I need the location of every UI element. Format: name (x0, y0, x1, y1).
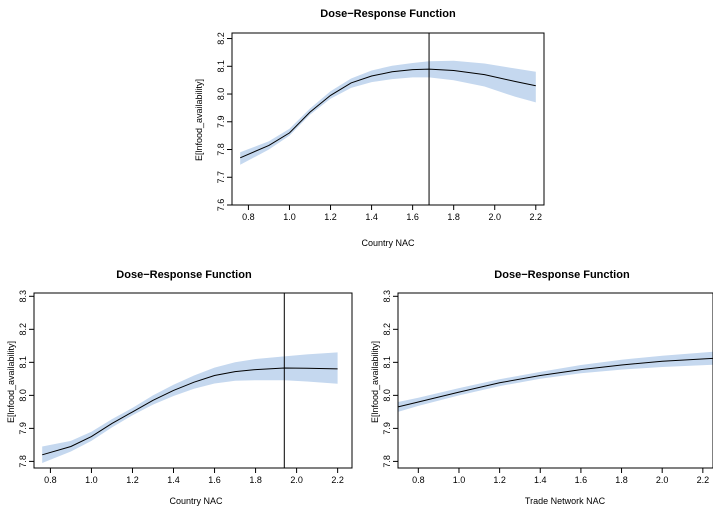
y-tick-label: 8.3 (382, 290, 392, 303)
y-tick-label: 7.9 (382, 422, 392, 435)
x-tick-label: 1.8 (249, 475, 262, 485)
x-axis-label: Country NAC (361, 238, 415, 248)
chart-panel-top: Dose−Response Function Country NAC E[lnf… (194, 8, 545, 248)
x-tick-label: 2.0 (488, 212, 501, 222)
x-tick-label: 2.2 (331, 475, 344, 485)
y-tick-label: 7.9 (216, 116, 226, 129)
x-tick-label: 2.2 (697, 475, 710, 485)
plot-area (398, 351, 713, 412)
x-tick-label: 1.8 (615, 475, 628, 485)
x-tick-label: 1.4 (167, 475, 180, 485)
chart-title: Dose−Response Function (320, 8, 456, 20)
y-tick-label: 8.0 (216, 88, 226, 101)
y-tick-label: 8.2 (382, 323, 392, 336)
chart-panel-bottom-right: Dose−Response Function Trade Network NAC… (370, 269, 713, 506)
x-tick-label: 1.6 (575, 475, 588, 485)
x-tick-label: 2.0 (656, 475, 669, 485)
x-tick-label: 0.8 (412, 475, 425, 485)
x-tick-label: 1.8 (447, 212, 460, 222)
y-tick-label: 8.3 (18, 290, 28, 303)
y-tick-label: 8.1 (216, 60, 226, 73)
estimate-line (240, 68, 536, 159)
plot-frame (33, 292, 353, 469)
y-axis-label: E[lnfood_availability] (370, 341, 380, 423)
estimate-line (398, 357, 713, 408)
y-axis-label: E[lnfood_availability] (194, 79, 204, 161)
x-tick-label: 1.4 (365, 212, 378, 222)
estimate-line (42, 367, 338, 456)
y-tick-label: 7.8 (18, 455, 28, 468)
plot-frame (397, 292, 713, 469)
x-tick-label: 1.6 (208, 475, 221, 485)
x-tick-label: 1.6 (406, 212, 419, 222)
x-tick-label: 0.8 (242, 212, 255, 222)
x-tick-label: 2.0 (290, 475, 303, 485)
y-tick-label: 7.7 (216, 171, 226, 184)
x-axis-label: Trade Network NAC (525, 496, 606, 506)
x-axis-label: Country NAC (169, 496, 223, 506)
x-tick-label: 1.0 (283, 212, 296, 222)
x-tick-label: 1.2 (493, 475, 506, 485)
confidence-band (240, 60, 536, 165)
chart-panel-bottom-left: Dose−Response Function Country NAC E[lnf… (6, 269, 353, 506)
x-tick-label: 0.8 (44, 475, 57, 485)
y-tick-label: 8.0 (18, 389, 28, 402)
x-tick-label: 1.0 (85, 475, 98, 485)
y-tick-label: 8.2 (18, 323, 28, 336)
y-tick-label: 7.8 (216, 143, 226, 156)
y-tick-label: 8.2 (216, 32, 226, 45)
confidence-band (42, 352, 338, 463)
y-tick-label: 7.6 (216, 199, 226, 212)
x-tick-label: 1.0 (453, 475, 466, 485)
y-tick-label: 8.1 (18, 356, 28, 369)
y-tick-label: 7.8 (382, 455, 392, 468)
chart-title: Dose−Response Function (116, 269, 252, 281)
confidence-band (398, 351, 713, 412)
y-axis-label: E[lnfood_availability] (6, 341, 16, 423)
plot-area (42, 352, 338, 463)
plot-area (240, 60, 536, 165)
plot-frame (231, 32, 545, 206)
x-tick-label: 2.2 (530, 212, 543, 222)
x-tick-label: 1.2 (126, 475, 139, 485)
x-tick-label: 1.2 (324, 212, 337, 222)
y-tick-label: 8.1 (382, 356, 392, 369)
y-tick-label: 8.0 (382, 389, 392, 402)
x-tick-label: 1.4 (534, 475, 547, 485)
y-tick-label: 7.9 (18, 422, 28, 435)
chart-title: Dose−Response Function (494, 269, 630, 281)
